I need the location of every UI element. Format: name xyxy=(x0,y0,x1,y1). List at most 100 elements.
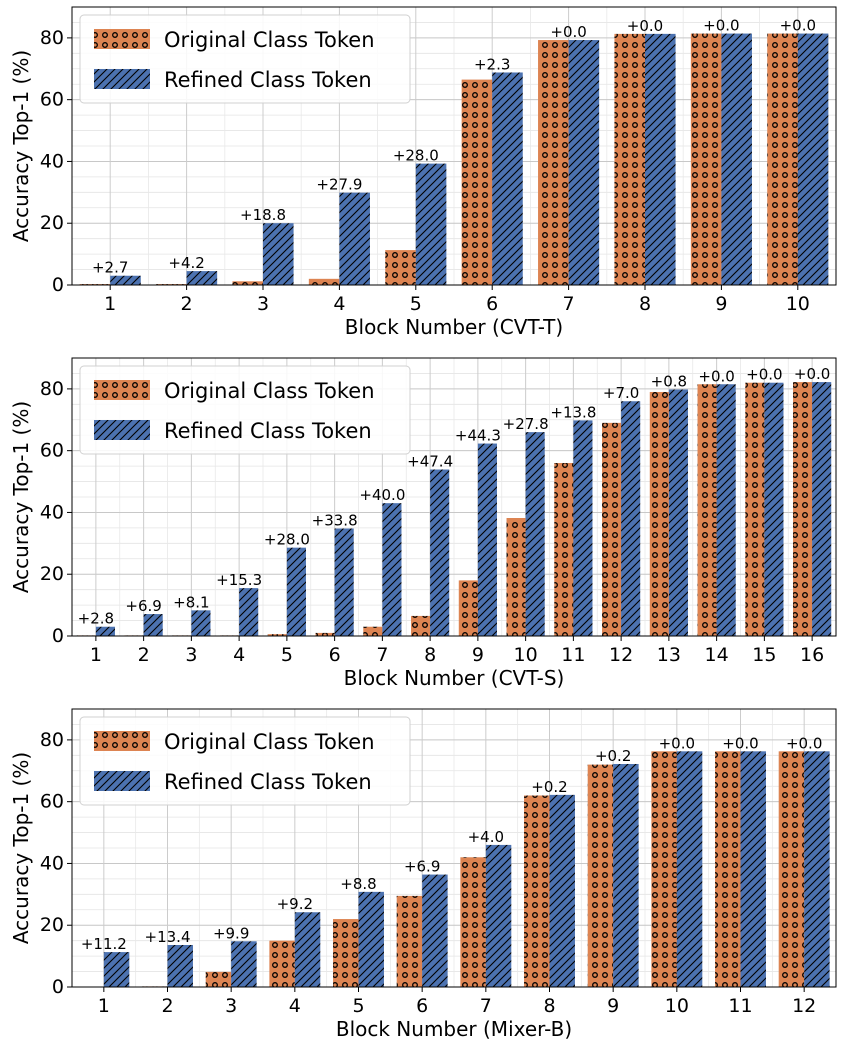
bar-original xyxy=(649,391,669,636)
bar-refined xyxy=(485,844,512,987)
bar-original xyxy=(308,278,340,285)
y-tick-label: 80 xyxy=(40,729,64,751)
x-tick-label: 7 xyxy=(563,293,575,315)
bar-original xyxy=(267,634,287,636)
bar-data-label: +0.0 xyxy=(627,17,663,35)
legend-box xyxy=(79,716,411,806)
x-tick-label: 15 xyxy=(752,644,776,666)
bar-data-label: +0.0 xyxy=(746,366,782,384)
bar-original xyxy=(506,518,526,636)
x-tick-label: 9 xyxy=(472,644,484,666)
bar-data-label: +7.0 xyxy=(603,384,639,402)
bar-data-label: +0.2 xyxy=(531,778,567,796)
y-tick-label: 60 xyxy=(40,791,64,813)
bar-data-label: +9.9 xyxy=(213,924,249,942)
y-tick-label: 60 xyxy=(40,89,64,111)
bar-refined xyxy=(764,382,784,636)
y-axis-label: Accuracy Top-1 (%) xyxy=(9,50,33,242)
bar-data-label: +15.3 xyxy=(216,571,262,589)
legend-swatch-refined xyxy=(94,420,150,440)
bar-original xyxy=(715,751,741,987)
bar-data-label: +0.0 xyxy=(794,365,830,383)
bar-refined xyxy=(231,941,257,987)
bar-refined xyxy=(382,503,402,636)
bar-data-label: +6.9 xyxy=(125,597,161,615)
bar-data-label: +0.0 xyxy=(703,17,739,35)
bar-original xyxy=(745,382,765,636)
y-tick-label: 60 xyxy=(40,440,64,462)
x-tick-label: 11 xyxy=(561,644,585,666)
bar-original xyxy=(458,580,478,636)
x-tick-label: 4 xyxy=(233,644,245,666)
x-tick-label: 10 xyxy=(514,644,538,666)
legend-swatch-original xyxy=(94,380,150,400)
bar-original xyxy=(690,33,722,285)
legend-swatch-refined xyxy=(94,771,150,791)
bar-refined xyxy=(334,528,354,636)
bar-original xyxy=(524,795,550,987)
x-tick-label: 4 xyxy=(289,995,301,1017)
legend-swatch-refined xyxy=(94,69,150,89)
x-axis-label: Block Number (Mixer-B) xyxy=(336,1017,572,1041)
bar-original xyxy=(333,919,359,987)
bar-refined xyxy=(549,794,575,987)
bar-original xyxy=(554,463,574,636)
bar-refined xyxy=(525,432,545,636)
bar-data-label: +0.0 xyxy=(698,367,734,385)
bar-original xyxy=(538,40,569,285)
bar-refined xyxy=(239,588,259,636)
bar-original xyxy=(385,250,416,285)
x-tick-label: 10 xyxy=(665,995,689,1017)
y-tick-label: 80 xyxy=(40,27,64,49)
bar-refined xyxy=(721,33,752,285)
bar-data-label: +8.1 xyxy=(173,593,209,611)
bar-data-label: +33.8 xyxy=(312,512,358,530)
x-tick-label: 10 xyxy=(786,293,810,315)
bar-data-label: +27.8 xyxy=(503,415,549,433)
bar-data-label: +27.9 xyxy=(316,176,362,194)
legend-swatch-original xyxy=(94,731,150,751)
x-tick-label: 3 xyxy=(185,644,197,666)
bar-original xyxy=(396,895,423,987)
x-tick-label: 5 xyxy=(281,644,293,666)
bar-data-label: +4.0 xyxy=(468,828,504,846)
x-tick-label: 6 xyxy=(486,293,498,315)
bar-original xyxy=(614,33,645,285)
y-axis-label: Accuracy Top-1 (%) xyxy=(9,401,33,593)
bar-refined xyxy=(668,389,688,636)
bar-refined xyxy=(573,420,593,636)
y-tick-label: 0 xyxy=(52,274,64,296)
bar-refined xyxy=(186,271,218,285)
y-tick-label: 40 xyxy=(40,150,64,172)
y-axis-label: Accuracy Top-1 (%) xyxy=(9,752,33,944)
x-tick-label: 5 xyxy=(352,995,364,1017)
legend-label-refined: Refined Class Token xyxy=(164,770,372,794)
x-tick-label: 14 xyxy=(705,644,729,666)
y-tick-label: 40 xyxy=(40,501,64,523)
bar-data-label: +0.0 xyxy=(780,17,816,35)
bar-original xyxy=(232,281,263,285)
x-tick-label: 6 xyxy=(416,995,428,1017)
bar-original xyxy=(602,422,622,636)
bar-refined xyxy=(103,952,130,987)
bar-refined xyxy=(645,33,676,285)
bar-data-label: +40.0 xyxy=(359,486,405,504)
bar-data-label: +18.8 xyxy=(240,206,286,224)
x-tick-label: 5 xyxy=(410,293,422,315)
legend-label-original: Original Class Token xyxy=(164,730,375,754)
x-tick-label: 4 xyxy=(333,293,345,315)
chart-panel-2: +2.8 +6.9 +8.1 +15.3 +28.0+33.8+40.0+47.4+44… xyxy=(9,357,837,690)
x-tick-label: 6 xyxy=(329,644,341,666)
bar-original xyxy=(587,764,614,987)
bar-original xyxy=(460,857,486,987)
x-tick-label: 9 xyxy=(715,293,727,315)
legend-label-refined: Refined Class Token xyxy=(164,419,372,443)
bar-refined xyxy=(110,275,141,285)
x-tick-label: 11 xyxy=(728,995,752,1017)
legend-box xyxy=(79,365,411,455)
bar-refined xyxy=(621,401,641,636)
bar-refined xyxy=(191,610,211,636)
bar-original xyxy=(461,79,493,285)
bar-refined xyxy=(568,40,600,285)
